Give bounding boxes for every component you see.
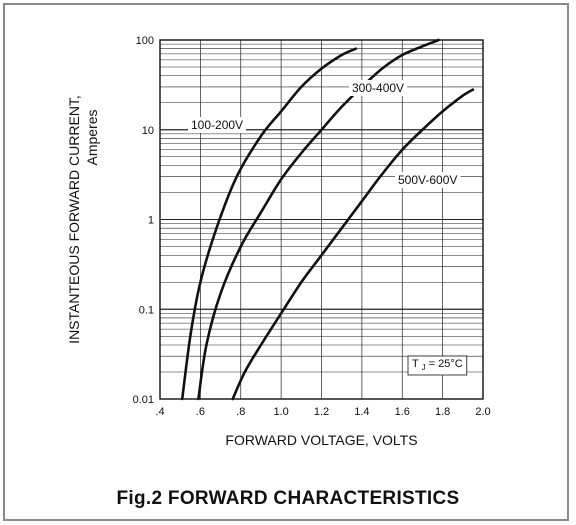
series-labels: 100-200V 300-400V 500V-600V bbox=[188, 80, 461, 188]
y-tick-label: 0.01 bbox=[133, 394, 154, 406]
tj-symbol: T bbox=[412, 358, 419, 370]
series-label-group: 500V-600V bbox=[395, 172, 461, 188]
y-tick-label: 10 bbox=[142, 125, 154, 137]
figure-frame bbox=[3, 3, 569, 521]
series-curve-1 bbox=[180, 47, 358, 401]
y-tick-label: 1 bbox=[148, 215, 154, 227]
x-tick-label: 1.0 bbox=[273, 406, 288, 418]
x-tick-label: 2.0 bbox=[475, 406, 490, 418]
condition-box bbox=[407, 355, 468, 376]
x-tick-label: .4 bbox=[155, 406, 164, 418]
x-tick-label: .6 bbox=[196, 406, 205, 418]
tj-value: = 25°C bbox=[429, 358, 463, 370]
series-curves bbox=[180, 38, 475, 401]
series-label-bg bbox=[188, 117, 247, 133]
figure-caption: Fig.2 FORWARD CHARACTERISTICS bbox=[116, 488, 460, 509]
y-tick-label: 100 bbox=[136, 35, 154, 47]
series-curve-2 bbox=[197, 38, 440, 401]
x-tick-label: 1.8 bbox=[435, 406, 450, 418]
y-axis-label: INSTANTEOUS FORWARD CURRENT, bbox=[66, 95, 82, 344]
series-label: 300-400V bbox=[352, 81, 404, 95]
series-label-group: 100-200V bbox=[188, 117, 247, 133]
x-tick-label: 1.4 bbox=[354, 406, 369, 418]
x-axis-label: FORWARD VOLTAGE, VOLTS bbox=[225, 432, 417, 448]
series-label: 500V-600V bbox=[398, 173, 457, 187]
series-label-bg bbox=[349, 80, 408, 96]
series-label: 100-200V bbox=[191, 118, 243, 132]
x-tick-label: 1.2 bbox=[314, 406, 329, 418]
junction-temperature-label: T J = 25°C bbox=[412, 358, 463, 373]
tick-labels: .4 .6 .8 1.0 1.2 1.4 1.6 1.8 2.0 0.01 0.1 1 10 100 bbox=[133, 35, 491, 418]
tj-subscript: J bbox=[422, 363, 426, 372]
series-curve-3 bbox=[231, 88, 475, 401]
plot-border bbox=[159, 39, 484, 400]
y-axis-unit-label: Amperes bbox=[84, 109, 100, 165]
series-label-group: 300-400V bbox=[349, 80, 408, 96]
x-tick-label: .8 bbox=[236, 406, 245, 418]
grid bbox=[159, 39, 484, 400]
y-tick-label: 0.1 bbox=[139, 304, 154, 316]
series-label-bg bbox=[395, 172, 461, 188]
x-tick-label: 1.6 bbox=[395, 406, 410, 418]
junction-temperature-box: T J = 25°C bbox=[407, 355, 468, 376]
